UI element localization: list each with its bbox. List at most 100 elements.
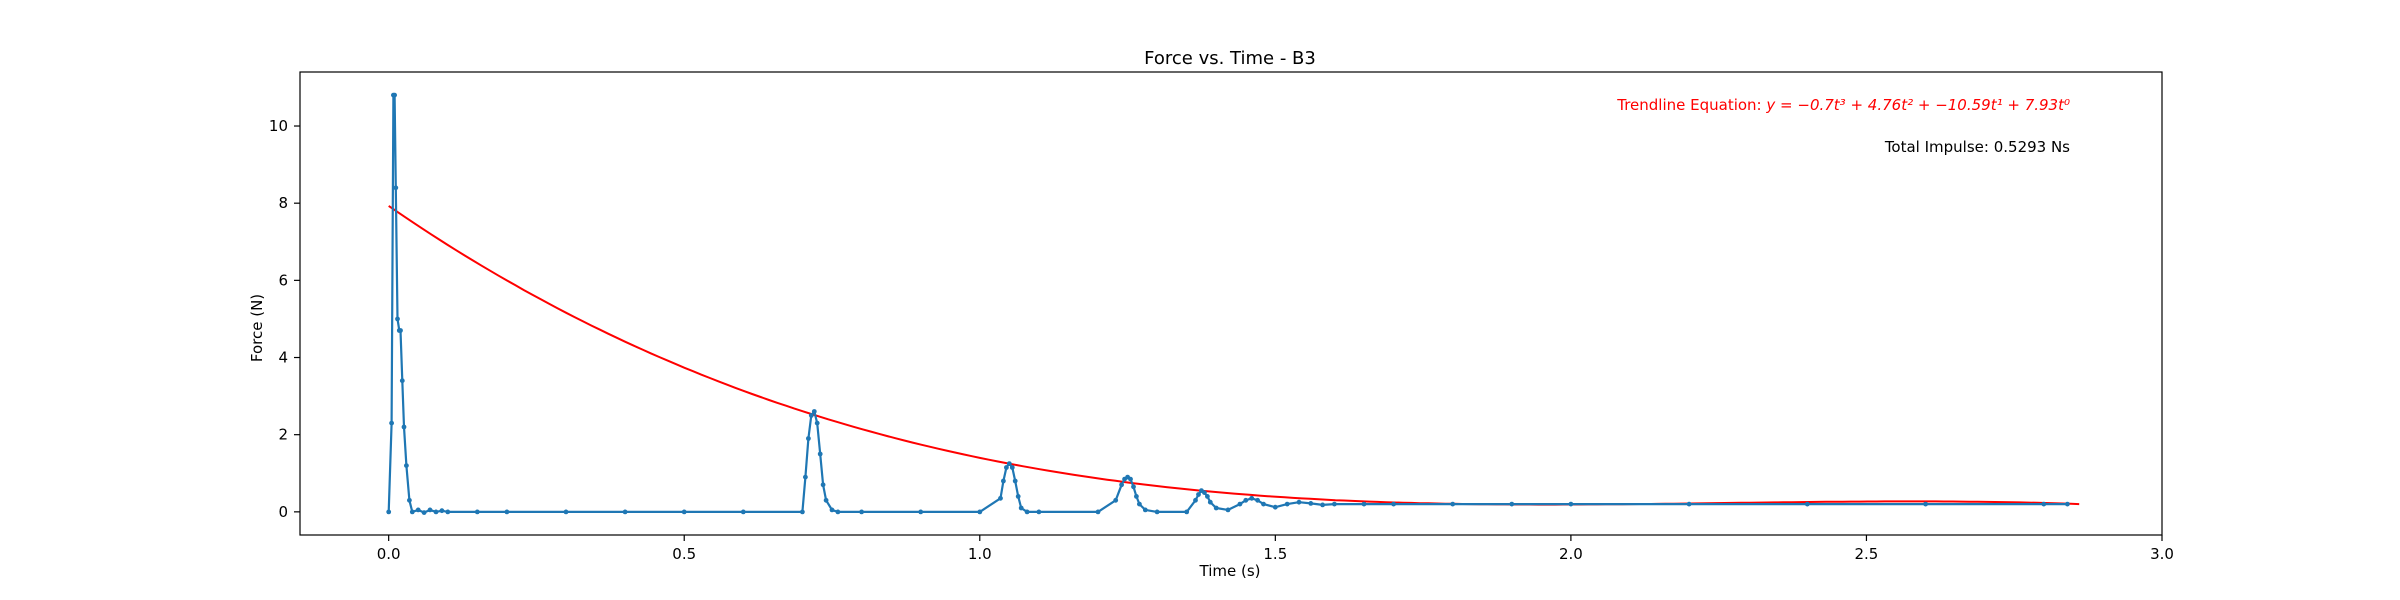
data-point	[1923, 501, 1928, 507]
data-point	[439, 508, 445, 514]
data-point	[1018, 505, 1024, 511]
data-point	[1095, 509, 1101, 515]
data-point	[1509, 501, 1515, 507]
data-point	[445, 509, 451, 515]
data-point	[1128, 476, 1133, 482]
data-point	[1213, 505, 1219, 511]
data-point	[1001, 478, 1006, 484]
data-point	[1184, 509, 1190, 515]
data-point	[803, 474, 808, 480]
data-point	[474, 509, 480, 515]
data-point	[1320, 502, 1325, 508]
data-point	[1131, 484, 1136, 490]
data-point	[2065, 501, 2070, 507]
data-point	[1225, 507, 1231, 513]
data-point	[823, 497, 829, 503]
data-point	[1012, 478, 1018, 484]
data-point	[859, 509, 864, 515]
data-point	[808, 413, 814, 418]
x-tick-label: 1.0	[968, 545, 992, 563]
data-point	[415, 507, 421, 513]
y-tick-label: 6	[278, 271, 288, 289]
data-point	[386, 509, 392, 515]
x-tick-label: 3.0	[2150, 545, 2174, 563]
x-tick-label: 2.5	[1855, 545, 1879, 563]
y-tick-label: 4	[278, 349, 288, 367]
data-point	[1004, 465, 1009, 470]
trendline-equation: y = −0.7t³ + 4.76t² + −10.59t¹ + 7.93t⁰	[1765, 96, 2070, 114]
y-tick-label: 2	[278, 426, 288, 444]
data-point	[817, 451, 823, 457]
data-point	[1361, 501, 1367, 507]
data-point	[1261, 501, 1266, 507]
total-impulse-annotation: Total Impulse: 0.5293 Ns	[1884, 138, 2070, 156]
data-point	[1006, 461, 1012, 466]
plot-layer	[386, 92, 2080, 515]
data-point	[1804, 501, 1810, 507]
data-point	[409, 509, 415, 515]
data-point	[806, 436, 811, 441]
data-point	[622, 509, 628, 515]
data-point	[399, 378, 405, 384]
data-point	[1142, 507, 1148, 513]
data-point	[1154, 509, 1160, 515]
trendline-equation-annotation: Trendline Equation: y = −0.7t³ + 4.76t² …	[1616, 96, 2070, 114]
plot-frame	[299, 71, 2163, 536]
data-point	[1119, 482, 1124, 488]
data-point	[1308, 501, 1314, 506]
x-tick-label: 2.0	[1559, 545, 1583, 563]
data-point	[1249, 495, 1255, 501]
data-point	[1113, 497, 1119, 503]
data-point	[1686, 501, 1692, 507]
data-point	[681, 509, 687, 515]
plot-area	[299, 71, 2163, 536]
x-tick-label: 0.0	[377, 545, 401, 563]
data-point	[1036, 509, 1042, 515]
data-point	[1207, 499, 1213, 505]
data-point	[1243, 497, 1249, 503]
data-point	[1255, 497, 1260, 503]
data-point	[395, 316, 400, 322]
y-tick-label: 0	[278, 503, 288, 521]
data-point	[389, 420, 394, 426]
data-point	[1332, 501, 1337, 507]
data-point	[835, 509, 841, 515]
y-tick-label: 8	[278, 194, 288, 212]
data-point	[1272, 504, 1278, 510]
data-point	[404, 463, 409, 468]
data-point	[1237, 501, 1243, 507]
data-point	[918, 509, 924, 515]
x-tick-label: 0.5	[672, 545, 696, 563]
x-axis-label: Time (s)	[1199, 562, 1261, 580]
data-point	[998, 495, 1003, 501]
y-axis-label: Force (N)	[248, 294, 266, 362]
data-point	[829, 507, 835, 513]
chart-title: Force vs. Time - B3	[1144, 48, 1316, 69]
data-point	[1205, 494, 1210, 499]
data-point	[1391, 501, 1396, 507]
data-point	[1450, 501, 1456, 507]
trendline-label: Trendline Equation:	[1616, 96, 1766, 114]
data-point	[393, 185, 399, 191]
data-point	[977, 509, 983, 515]
data-point	[1009, 465, 1015, 470]
data-point	[1196, 492, 1201, 497]
y-tick-label: 10	[269, 117, 288, 135]
data-point	[392, 92, 397, 98]
data-point	[800, 509, 805, 515]
x-tick-label: 1.5	[1263, 545, 1287, 563]
data-point	[1015, 494, 1021, 499]
data-point	[1024, 509, 1030, 515]
data-point	[740, 509, 746, 515]
data-point	[814, 420, 820, 426]
data-point	[407, 497, 412, 503]
data-point	[1284, 501, 1290, 507]
data-point	[1202, 490, 1207, 495]
data-point	[1137, 501, 1142, 507]
data-point	[2041, 501, 2047, 507]
data-point	[504, 509, 510, 515]
data-point	[563, 509, 569, 515]
data-point	[433, 509, 439, 515]
trendline-series	[388, 205, 2080, 506]
